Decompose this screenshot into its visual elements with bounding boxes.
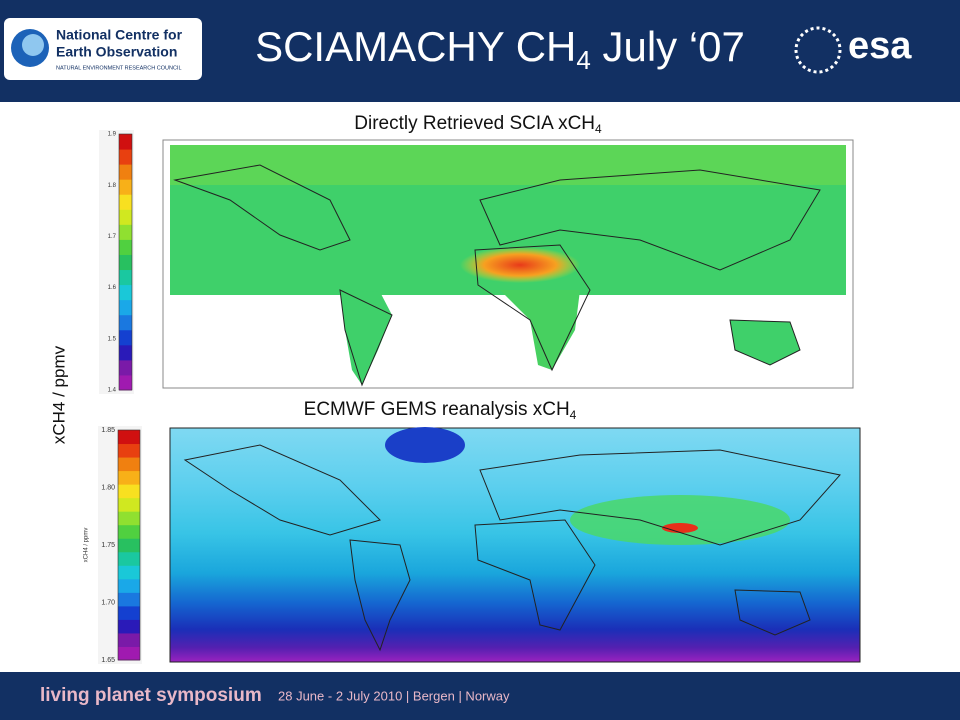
slide-title: SCIAMACHY CH4 July ‘07: [255, 23, 745, 75]
title-main: SCIAMACHY CH: [255, 23, 576, 70]
map-top-sahara: [460, 247, 580, 283]
colorbar-swatch: [119, 344, 132, 361]
map-top-eurasia-outline: [479, 169, 821, 271]
colorbar-swatch: [118, 605, 140, 620]
colorbar-swatch: [118, 524, 140, 539]
colorbar-swatch: [119, 239, 132, 255]
colorbar-tick-label: 1.70: [101, 599, 115, 606]
colorbar-swatch: [118, 511, 140, 526]
axis-label: xCH4 / ppmv: [49, 345, 68, 444]
esa-globe: [794, 26, 842, 74]
colorbar-swatch: [118, 565, 140, 580]
title-rest: July ‘07: [591, 23, 745, 70]
colorbar-swatch: [119, 254, 132, 271]
map-top-australia-outline: [729, 319, 801, 366]
map-bottom-title-sub: 4: [570, 408, 577, 422]
map-bottom-australia-outline: [734, 589, 811, 636]
colorbar-bottom: 1.85 1.80 1.75 1.70 1.65: [98, 426, 142, 664]
map-bottom-hotspot: [662, 523, 698, 533]
colorbar-swatch: [118, 592, 140, 607]
colorbar-swatch: [119, 209, 132, 225]
colorbar-swatch: [119, 164, 132, 180]
colorbar-swatch: [119, 149, 132, 165]
colorbar-swatch: [118, 484, 140, 499]
colorbar-tick-label: 1.65: [101, 657, 115, 664]
colorbar-swatch: [119, 179, 132, 195]
map-top-north: [170, 145, 846, 185]
map-top-samerica-outline: [339, 289, 393, 387]
colorbar-border: [118, 133, 133, 391]
colorbar-swatch: [119, 224, 132, 240]
colorbar-swatch: [119, 284, 132, 301]
colorbar-swatch: [118, 457, 140, 472]
colorbar-swatch: [118, 470, 140, 485]
colorbar-swatch: [118, 538, 140, 553]
map-bottom-greenland: [385, 427, 465, 463]
logo-line2: Earth Observation: [56, 44, 177, 60]
colorbar-swatch: [119, 134, 132, 150]
footer-band: [0, 672, 960, 720]
colorbar-bottom-label: xCH4 / ppmv: [84, 528, 90, 563]
colorbar-swatch: [119, 359, 132, 376]
map-top-title-sub: 4: [595, 122, 602, 136]
colorbar-swatch: [119, 269, 132, 286]
map-bottom-asia-high: [570, 495, 790, 545]
map-bottom-namerica-outline: [183, 444, 381, 536]
colorbar-swatch: [118, 551, 140, 566]
footer-event: living planet symposium: [40, 685, 262, 706]
map-top-africa-outline: [474, 244, 591, 372]
colorbar-tick-label: 1.4: [108, 388, 117, 394]
logo-line3: NATURAL ENVIRONMENT RESEARCH COUNCIL: [56, 65, 182, 71]
colorbar-swatch: [118, 430, 140, 445]
map-top-title-text: Directly Retrieved SCIA xCH: [354, 113, 595, 134]
esa-logo: esa: [848, 25, 912, 67]
map-top-namerica-outline: [173, 164, 351, 251]
map-bottom-title-text: ECMWF GEMS reanalysis xCH: [304, 399, 570, 420]
title-sub: 4: [576, 45, 590, 75]
colorbar-tick-label: 1.9: [108, 132, 117, 138]
map-bottom-samerica-outline: [349, 539, 411, 652]
colorbar-swatch: [118, 632, 140, 647]
map-top-africa: [500, 290, 580, 370]
ncoe-logo: [4, 18, 202, 80]
colorbar-swatch: [119, 329, 132, 346]
map-top-australia: [730, 320, 800, 365]
colorbar-border: [117, 429, 141, 661]
colorbar-tick-label: 1.85: [101, 427, 115, 434]
logo-line1: National Centre for: [56, 27, 183, 43]
colorbar-tick-label: 1.75: [101, 542, 115, 549]
colorbar-top: 1.9 1.8 1.7 1.6 1.5 1.4: [99, 130, 134, 394]
colorbar-swatch: [119, 299, 132, 316]
colorbar-swatch: [119, 374, 132, 391]
colorbar-tick-label: 1.6: [108, 285, 117, 291]
map-top-samerica: [340, 290, 392, 385]
footer-details: 28 June - 2 July 2010 | Bergen | Norway: [278, 688, 510, 703]
map-bottom-title: ECMWF GEMS reanalysis xCH4: [304, 399, 577, 422]
colorbar-swatch: [118, 443, 140, 458]
map-bottom-field: [169, 427, 861, 663]
colorbar-swatch: [118, 646, 140, 661]
map-top-title: Directly Retrieved SCIA xCH4: [354, 113, 602, 136]
colorbar-swatch: [118, 497, 140, 512]
colorbar-swatch: [119, 314, 132, 331]
map-bottom-africa-outline: [474, 519, 596, 631]
logo-swirl-inner: [22, 34, 44, 56]
colorbar-swatch: [118, 578, 140, 593]
colorbar-tick-label: 1.8: [108, 183, 117, 189]
colorbar-tick-label: 1.7: [108, 234, 117, 240]
colorbar-tick-label: 1.80: [101, 484, 115, 491]
map-bottom-eurasia-outline: [479, 449, 841, 546]
colorbar-swatch: [118, 619, 140, 634]
colorbar-tick-label: 1.5: [108, 336, 117, 342]
colorbar-swatch: [119, 194, 132, 210]
